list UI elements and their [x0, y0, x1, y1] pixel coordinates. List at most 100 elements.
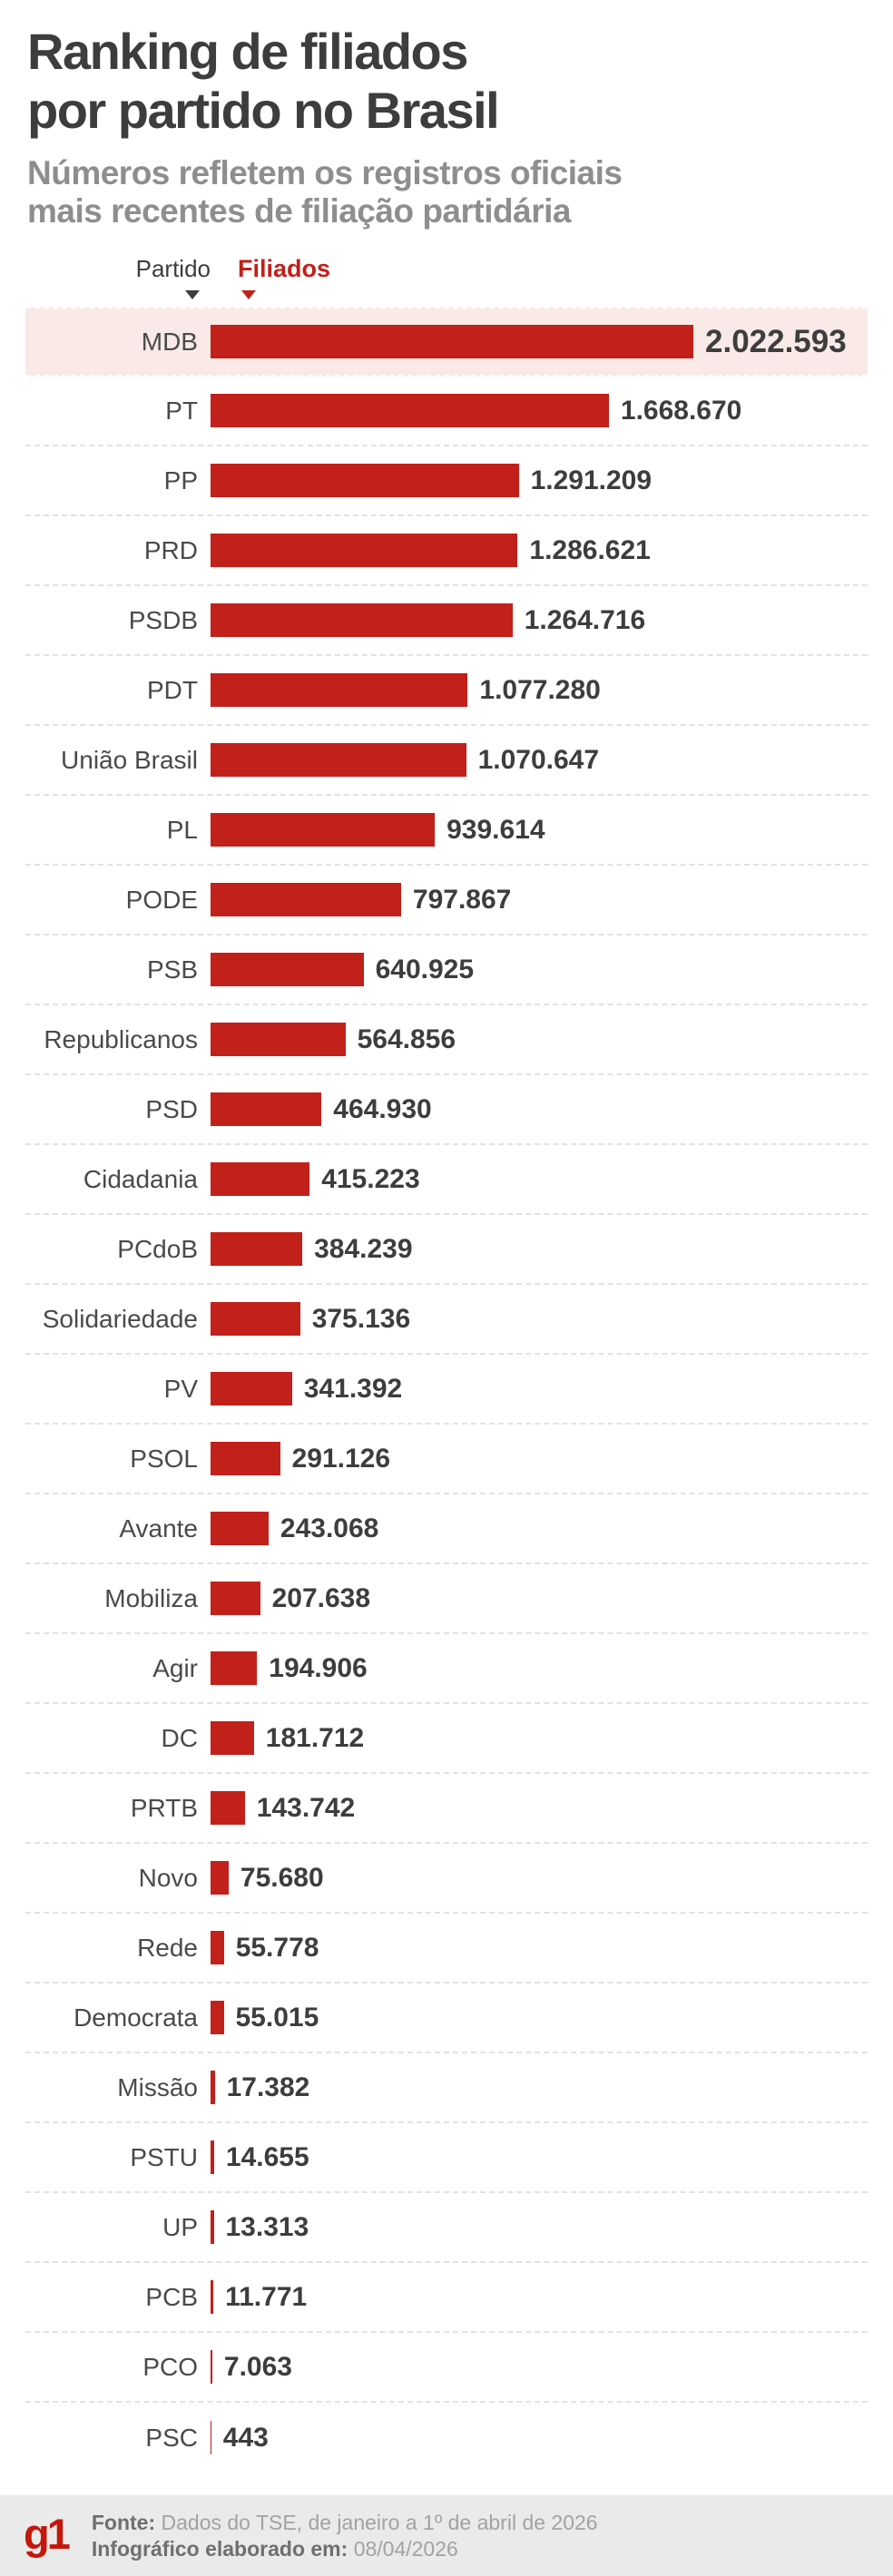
bar-track: 55.778 [211, 1931, 868, 1964]
column-header-party-label: Partido [135, 255, 211, 282]
bar-track: 2.022.593 [211, 324, 868, 360]
bar-track: 415.223 [211, 1162, 868, 1196]
party-row-pdt: PDT 1.077.280 [25, 656, 868, 726]
members-value-label: 384.239 [314, 1233, 413, 1264]
party-row-novo: Novo 75.680 [25, 1844, 868, 1914]
members-value-label: 1.070.647 [477, 744, 600, 775]
members-bar [211, 325, 693, 358]
page-subtitle-line1: Números refletem os registros oficiais [27, 154, 623, 191]
party-name-label: DC [161, 1723, 198, 1752]
bar-track: 1.264.716 [211, 603, 868, 637]
elaborated-date: 08/04/2026 [353, 2536, 458, 2561]
party-name-label: PT [165, 396, 198, 425]
party-name-label: PDT [147, 675, 198, 704]
party-row-pstu: PSTU 14.655 [25, 2123, 868, 2193]
members-bar [211, 1092, 322, 1126]
members-value-label: 7.063 [223, 2351, 292, 2382]
party-row-psb: PSB 640.925 [25, 935, 868, 1005]
members-bar [211, 1372, 292, 1406]
column-header-members[interactable]: Filiados [238, 254, 330, 299]
party-row-pp: PP 1.291.209 [25, 446, 868, 516]
members-value-label: 1.668.670 [620, 395, 742, 426]
party-name-label: Avante [119, 1513, 198, 1543]
members-value-label: 243.068 [280, 1513, 379, 1543]
members-bar [211, 464, 519, 497]
members-value-label: 1.286.621 [529, 534, 651, 565]
party-name-label: PCdoB [117, 1234, 198, 1263]
party-name-label: Agir [152, 1653, 198, 1682]
members-bar [211, 673, 468, 707]
party-name-label: Cidadania [83, 1164, 198, 1193]
members-bar [211, 1023, 346, 1056]
members-bar [211, 2001, 224, 2034]
party-name-label: PSC [145, 2423, 198, 2452]
bar-track: 11.771 [211, 2280, 868, 2314]
party-name-label: Missão [117, 2072, 198, 2101]
members-bar [211, 1721, 254, 1755]
footer: g1 Fonte: Dados do TSE, de janeiro a 1º … [0, 2495, 893, 2576]
members-value-label: 1.264.716 [524, 604, 646, 635]
members-value-label: 375.136 [311, 1303, 411, 1334]
members-bar [211, 1232, 303, 1266]
bar-track: 341.392 [211, 1372, 868, 1406]
members-value-label: 443 [222, 2422, 269, 2453]
party-name-label: PSB [146, 955, 198, 984]
bar-track: 13.313 [211, 2210, 868, 2244]
members-bar [211, 534, 518, 567]
members-value-label: 640.925 [375, 954, 475, 984]
bar-track: 1.668.670 [211, 394, 868, 427]
members-value-label: 939.614 [446, 814, 545, 845]
party-row-união-brasil: União Brasil 1.070.647 [25, 726, 868, 796]
members-value-label: 181.712 [265, 1722, 365, 1753]
members-bar [211, 1302, 300, 1336]
party-row-psol: PSOL 291.126 [25, 1425, 868, 1494]
party-row-psd: PSD 464.930 [25, 1075, 868, 1145]
column-header-party[interactable]: Partido [25, 254, 223, 299]
bar-track: 384.239 [211, 1232, 868, 1266]
bar-track: 207.638 [211, 1582, 868, 1615]
party-row-pl: PL 939.614 [25, 796, 868, 866]
page-title-line2: por partido no Brasil [27, 82, 500, 139]
party-row-democrata: Democrata 55.015 [25, 1983, 868, 2053]
bar-track: 143.742 [211, 1791, 868, 1825]
party-row-missão: Missão 17.382 [25, 2053, 868, 2123]
page-subtitle: Números refletem os registros oficiais ma… [27, 154, 868, 230]
bar-track: 14.655 [211, 2140, 868, 2174]
members-value-label: 13.313 [225, 2211, 309, 2242]
party-row-avante: Avante 243.068 [25, 1494, 868, 1564]
party-name-label: PP [163, 465, 198, 495]
bar-track: 194.906 [211, 1651, 868, 1685]
source-label: Fonte: [91, 2510, 156, 2534]
bar-track: 17.382 [211, 2071, 868, 2104]
members-bar [211, 1651, 258, 1685]
members-bar [211, 743, 466, 777]
bar-track: 243.068 [211, 1512, 868, 1545]
sort-descending-triangle-icon [241, 290, 256, 299]
members-bar [211, 603, 513, 637]
members-bar [211, 1162, 310, 1196]
party-name-label: PODE [125, 885, 198, 914]
party-row-solidariedade: Solidariedade 375.136 [25, 1285, 868, 1355]
bar-track: 1.070.647 [211, 743, 868, 777]
members-bar [211, 394, 609, 427]
party-name-label: PV [163, 1374, 198, 1403]
bar-track: 7.063 [211, 2350, 868, 2384]
members-value-label: 75.680 [240, 1862, 324, 1893]
members-value-label: 415.223 [321, 1163, 420, 1194]
party-name-label: Novo [138, 1863, 198, 1892]
party-row-mobiliza: Mobiliza 207.638 [25, 1564, 868, 1634]
party-row-cidadania: Cidadania 415.223 [25, 1145, 868, 1215]
party-name-label: PL [166, 815, 198, 844]
sort-descending-triangle-icon [185, 290, 200, 299]
bar-track: 291.126 [211, 1442, 868, 1475]
party-row-prd: PRD 1.286.621 [25, 516, 868, 586]
party-row-agir: Agir 194.906 [25, 1634, 868, 1704]
members-bar [211, 883, 401, 916]
party-name-label: PRD [143, 535, 198, 564]
chart-header: Ranking de filiados por partido no Brasil… [0, 0, 893, 230]
bar-track: 464.930 [211, 1092, 868, 1126]
party-name-label: Democrata [74, 2003, 198, 2032]
party-row-pcb: PCB 11.771 [25, 2263, 868, 2333]
source-line: Fonte: Dados do TSE, de janeiro a 1º de … [92, 2510, 598, 2536]
